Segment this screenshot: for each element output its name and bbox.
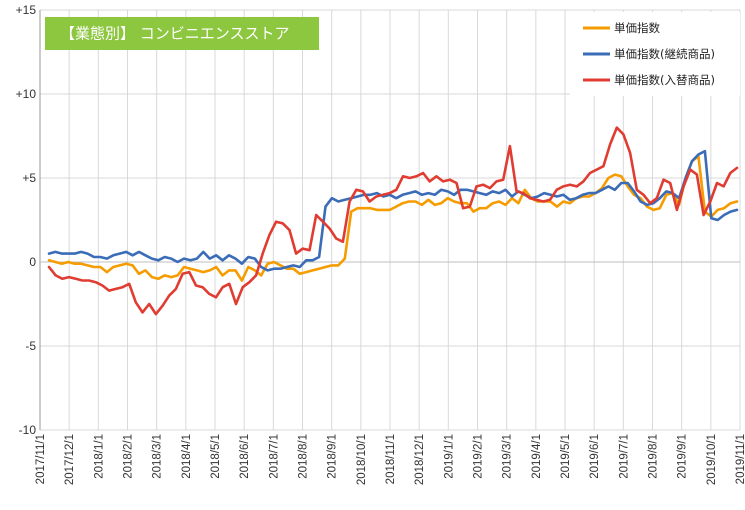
- x-tick-label: 2018/4/1: [181, 434, 193, 479]
- x-tick-label: 2018/11/1: [385, 434, 397, 484]
- x-tick-label: 2018/7/1: [268, 434, 280, 479]
- legend-label-3: 単価指数(入替商品): [614, 73, 715, 87]
- x-tick-label: 2018/1/1: [93, 434, 105, 479]
- y-tick-label: +5: [22, 171, 36, 185]
- series-line-1: [47, 154, 739, 282]
- x-tick-label: 2018/9/1: [327, 434, 339, 479]
- y-tick-label: +15: [16, 3, 37, 17]
- series-line-2: [47, 149, 739, 272]
- x-tick-label: 2019/9/1: [677, 434, 689, 479]
- x-tick-label: 2018/12/1: [414, 434, 426, 485]
- x-tick-label: 2019/4/1: [531, 434, 543, 479]
- x-tick-label: 2019/5/1: [560, 434, 572, 479]
- x-tick-label: 2019/8/1: [648, 434, 660, 479]
- chart-title: 【業態別】 コンビニエンスストア: [60, 25, 289, 43]
- legend-label-1: 単価指数: [614, 21, 660, 35]
- legend-label-2: 単価指数(継続商品): [614, 47, 715, 61]
- x-tick-label: 2019/7/1: [618, 434, 630, 479]
- x-tick-label: 2018/2/1: [123, 434, 135, 479]
- x-tick-label: 2019/11/1: [735, 434, 745, 484]
- y-tick-label: 0: [29, 255, 36, 269]
- chart-title-box: [45, 17, 319, 50]
- x-tick-label: 2018/8/1: [298, 434, 310, 479]
- x-tick-label: 2017/11/1: [35, 434, 47, 484]
- x-tick-label: 2019/1/1: [443, 434, 455, 479]
- x-tick-label: 2018/5/1: [210, 434, 222, 479]
- x-tick-label: 2018/6/1: [239, 434, 251, 479]
- x-tick-label: 2018/3/1: [152, 434, 164, 479]
- series-line-3: [47, 126, 739, 316]
- x-tick-label: 2017/12/1: [64, 434, 76, 485]
- x-tick-label: 2019/2/1: [473, 434, 485, 479]
- y-tick-label: -5: [25, 339, 36, 353]
- x-tick-label: 2019/10/1: [706, 434, 718, 485]
- x-tick-label: 2018/10/1: [356, 434, 368, 485]
- x-tick-label: 2019/3/1: [502, 434, 514, 479]
- y-tick-label: -10: [19, 423, 37, 437]
- x-tick-label: 2019/6/1: [589, 434, 601, 479]
- y-tick-label: +10: [16, 87, 37, 101]
